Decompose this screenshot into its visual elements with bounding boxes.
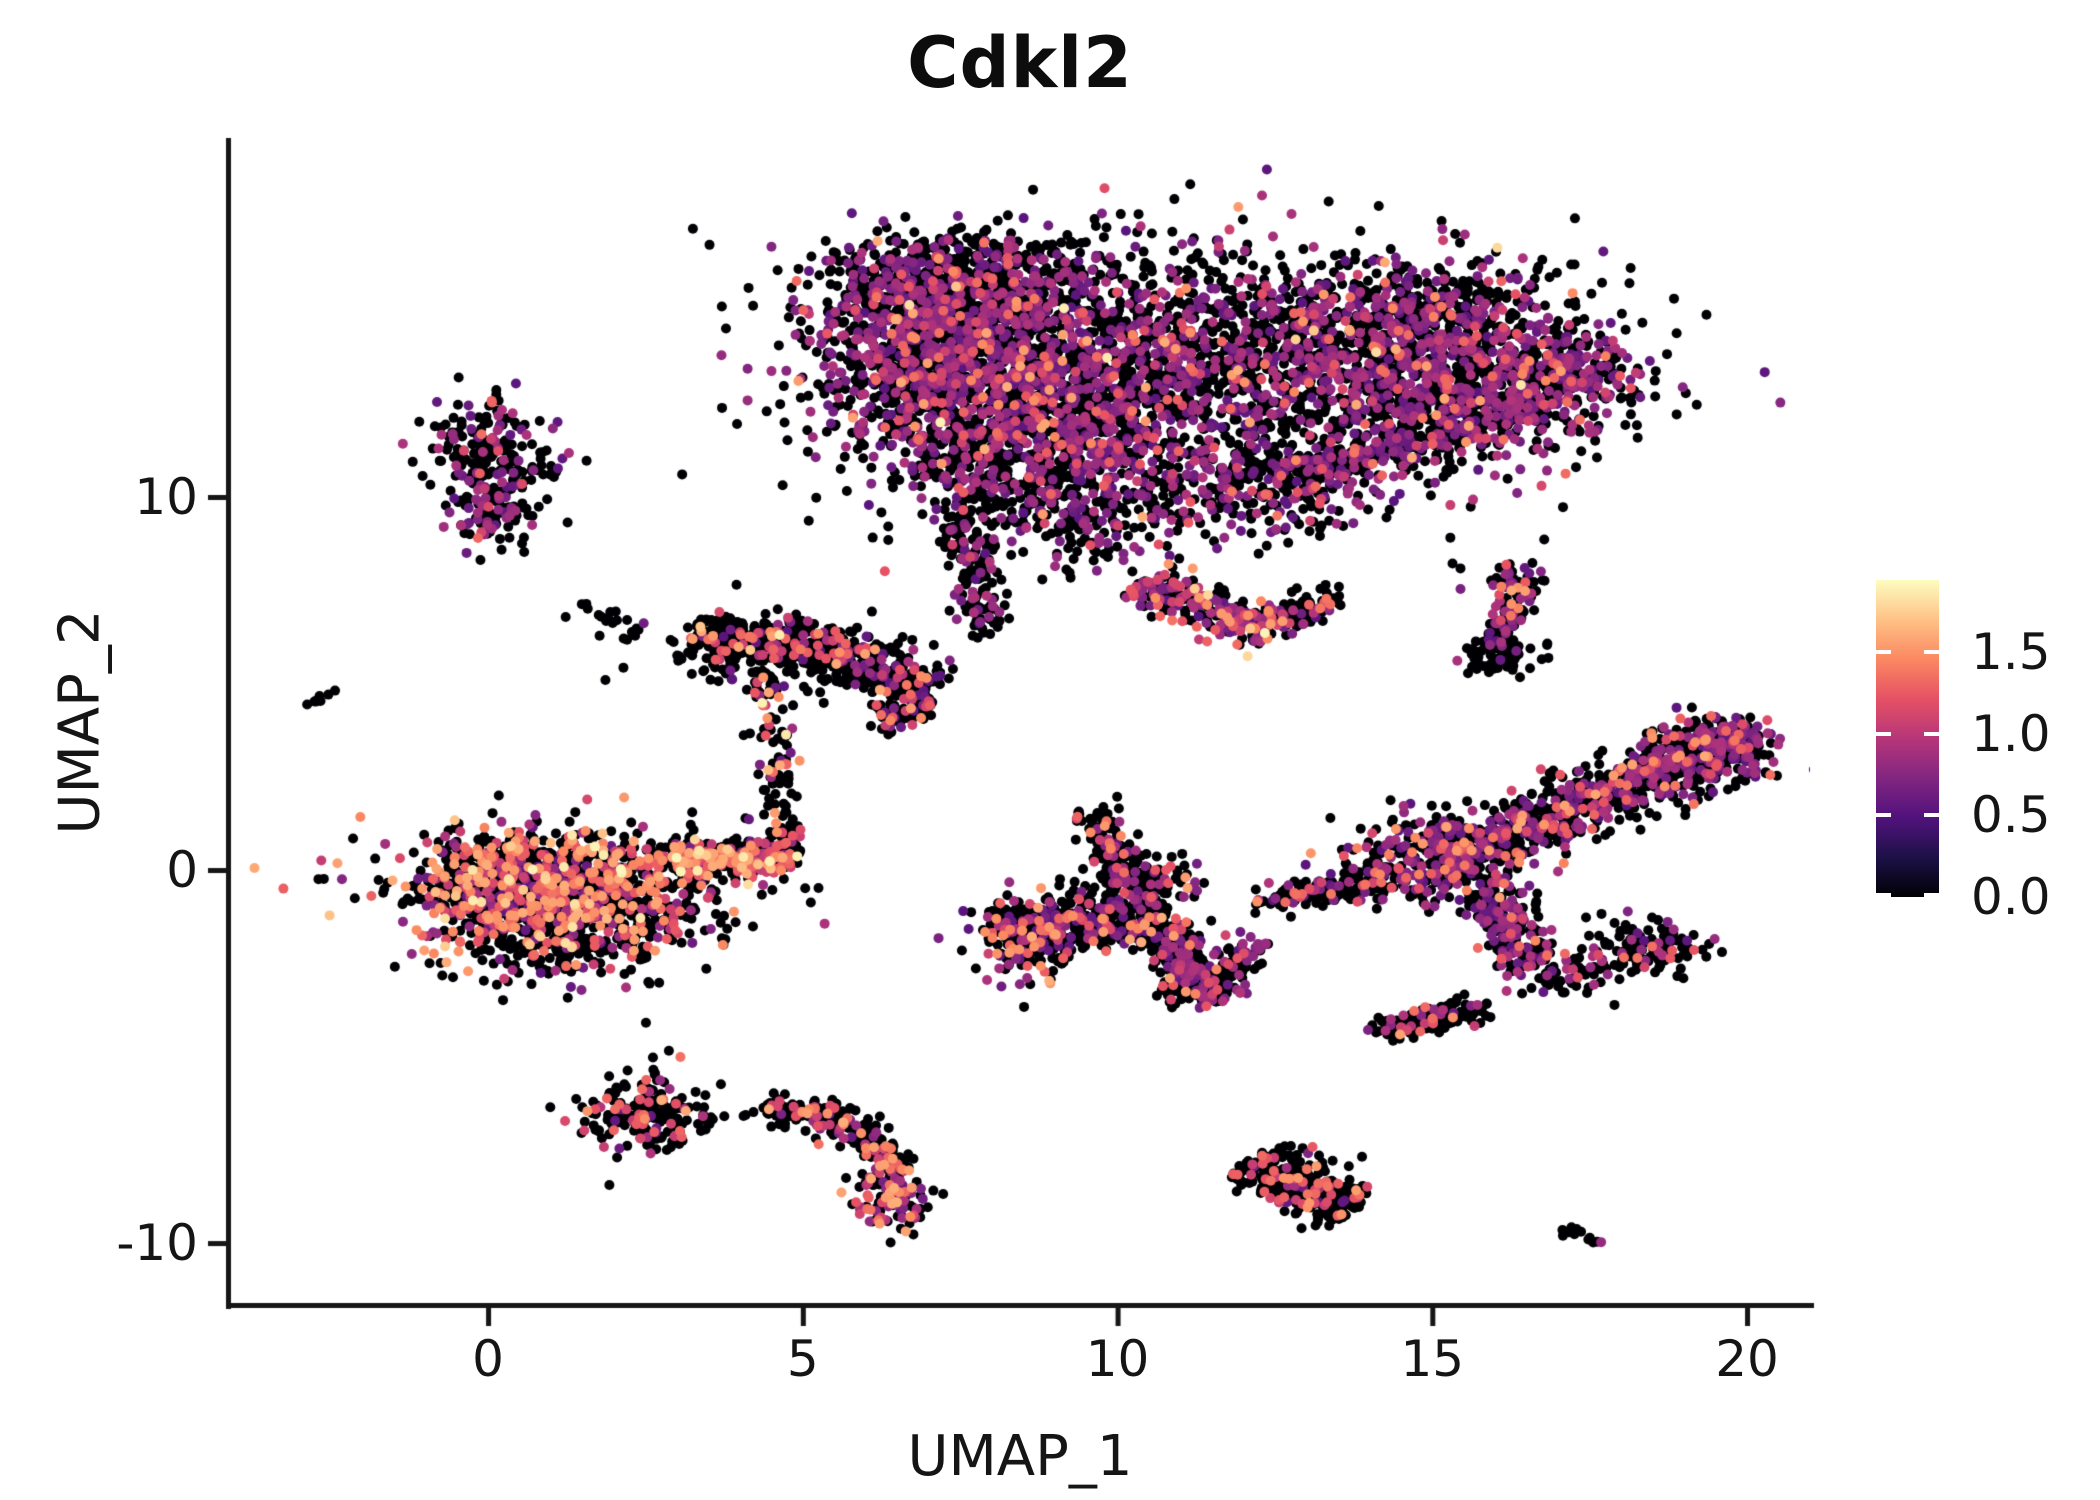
colorbar-tick-mark bbox=[1876, 731, 1891, 736]
colorbar-gradient bbox=[1876, 580, 1939, 897]
colorbar-tick-mark bbox=[1924, 649, 1939, 654]
y-tick-label: 10 bbox=[134, 467, 198, 526]
x-tick-label: 10 bbox=[1085, 1330, 1150, 1388]
colorbar-tick-mark bbox=[1876, 813, 1891, 818]
colorbar-tick-mark bbox=[1924, 893, 1939, 897]
x-tick-label: 5 bbox=[786, 1330, 819, 1388]
colorbar-tick-mark bbox=[1876, 893, 1891, 897]
x-tick-label: 20 bbox=[1715, 1330, 1779, 1388]
x-tick-label: 0 bbox=[472, 1330, 504, 1388]
colorbar-tick-label: 0.0 bbox=[1971, 868, 2051, 926]
colorbar-tick-mark bbox=[1924, 813, 1939, 818]
y-axis-label: UMAP_2 bbox=[47, 609, 113, 835]
colorbar-tick-label: 1.5 bbox=[1971, 622, 2051, 681]
colorbar-tick-mark bbox=[1876, 649, 1891, 654]
y-tick-label: -10 bbox=[116, 1214, 198, 1273]
colorbar-tick-label: 0.5 bbox=[1971, 786, 2051, 845]
x-axis-label: UMAP_1 bbox=[907, 1424, 1133, 1489]
colorbar-tick-mark bbox=[1924, 731, 1939, 736]
y-tick-label: 0 bbox=[166, 841, 198, 900]
x-tick-label: 15 bbox=[1400, 1330, 1465, 1388]
colorbar-tick-label: 1.0 bbox=[1971, 704, 2051, 763]
plot-title: Cdkl2 bbox=[907, 22, 1133, 104]
